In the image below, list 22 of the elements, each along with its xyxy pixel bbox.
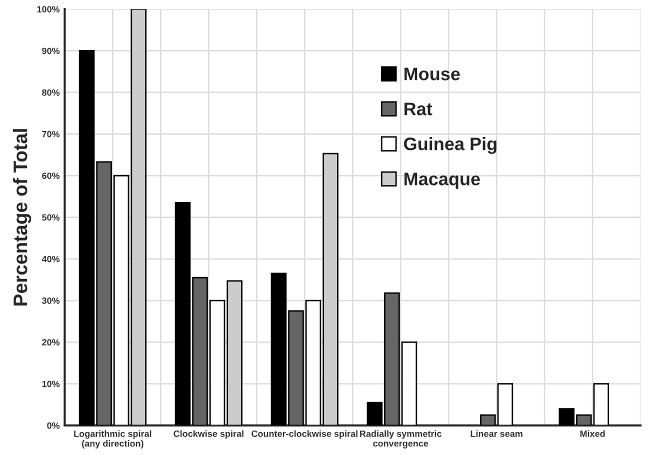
y-tick-label: 50% — [42, 214, 60, 221]
x-tick-label: Counter-clockwise spiral — [252, 430, 358, 439]
y-tick-label: 70% — [42, 130, 60, 138]
legend-label: Mouse — [404, 68, 460, 80]
y-tick-label: 0% — [47, 422, 60, 429]
y-tick-label: 10% — [42, 380, 60, 388]
legend-label: Rat — [404, 102, 432, 116]
y-tick-label: 20% — [42, 339, 60, 346]
y-tick-label: 80% — [42, 89, 60, 96]
y-tick-label: 60% — [42, 172, 60, 179]
x-tick-label: Mixed — [580, 430, 605, 437]
y-axis-title: Percentage of Total — [12, 129, 32, 306]
x-tick-label: Clockwise spiral — [174, 430, 244, 439]
x-tick-label: Radially symmetric convergence — [360, 430, 442, 448]
y-tick-label: 90% — [42, 48, 60, 54]
x-tick-label: Linear seam — [470, 430, 522, 437]
legend-label: Macaque — [404, 172, 480, 189]
legend-label: Guinea Pig — [404, 137, 496, 154]
x-tick-label: Logarithmic spiral (any direction) — [74, 430, 152, 448]
y-tick-label: 40% — [42, 256, 60, 262]
y-tick-label: 100% — [37, 6, 60, 12]
y-tick-label: 30% — [42, 297, 60, 304]
